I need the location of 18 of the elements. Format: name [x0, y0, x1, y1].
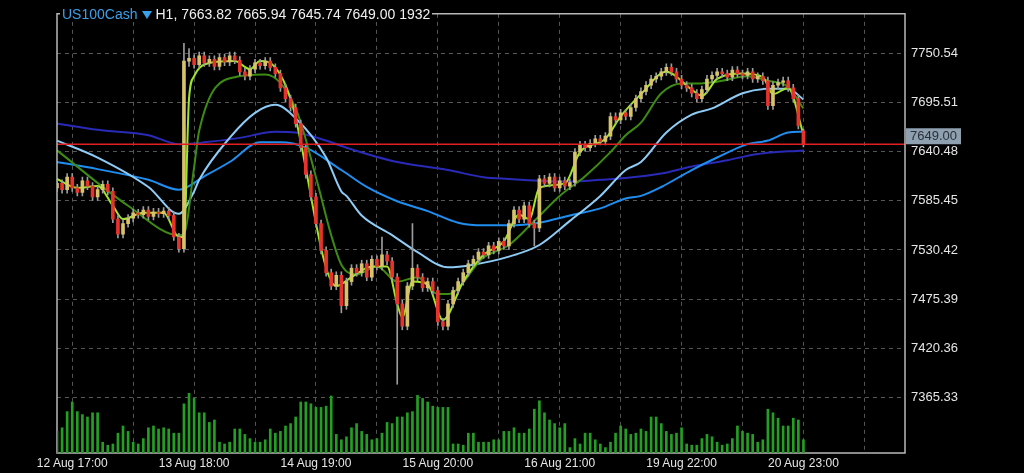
y-tick-label: 7365.33 — [911, 388, 958, 404]
y-tick-label: 7750.54 — [911, 45, 958, 61]
x-tick-label: 13 Aug 18:00 — [158, 455, 230, 470]
x-tick-label: 14 Aug 19:00 — [280, 455, 352, 470]
x-tick-label: 12 Aug 17:00 — [36, 455, 108, 470]
chart-title: US100Cash — [62, 6, 138, 22]
x-tick-label: 15 Aug 20:00 — [402, 455, 474, 470]
y-tick-label: 7530.42 — [911, 241, 958, 257]
x-tick-label: 16 Aug 21:00 — [524, 455, 596, 470]
chart-subtitle: H1, 7663.82 7665.94 7645.74 7649.00 1932 — [155, 6, 431, 22]
y-tick-label: 7695.51 — [911, 94, 958, 110]
y-tick-label: 7420.36 — [911, 339, 958, 355]
x-tick-label: 20 Aug 23:00 — [768, 455, 840, 470]
ref-line-label: 7649.00 — [910, 127, 957, 143]
y-tick-label: 7475.39 — [911, 290, 958, 306]
y-tick-label: 7585.45 — [911, 192, 958, 208]
x-tick-label: 19 Aug 22:00 — [646, 455, 718, 470]
y-tick-label: 7640.48 — [911, 143, 958, 159]
